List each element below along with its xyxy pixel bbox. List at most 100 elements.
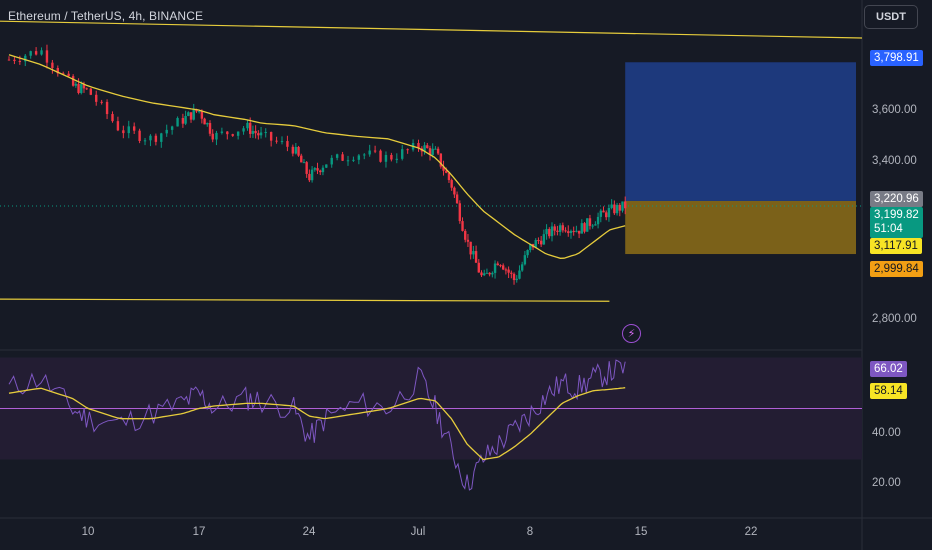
candle-body [231,134,234,136]
candle-body [51,62,54,68]
date-tick: Jul [410,526,426,538]
candle-body [575,230,578,232]
candle-body [558,225,562,232]
candle-body [203,118,206,125]
candle-body [24,55,27,62]
candle-body [319,170,322,173]
candle-body [138,130,141,141]
candle-body [341,154,344,161]
lightning-bolt-icon[interactable]: ⚡ [622,324,641,343]
price-tick: 2,800.00 [872,313,917,325]
candle-body [143,140,147,142]
candle-body [82,84,86,89]
candle-body [537,240,540,242]
candle-body [572,230,575,232]
candle-body [464,230,467,240]
rsi-tick: 40.00 [872,427,901,439]
candle-body [29,51,32,56]
target-price-label: 3,798.91 [870,50,923,66]
candle-body [34,51,38,55]
candle-body [488,272,491,275]
candle-body [77,83,80,93]
candle-body [251,131,255,134]
candle-body [363,154,366,156]
stop-zone [625,200,856,255]
candle-body [474,251,478,263]
candle-body [220,131,224,133]
candle-body [105,101,109,115]
candle-body [379,150,382,162]
candle-body [352,159,355,161]
currency-button[interactable]: USDT [864,5,918,29]
candle-body [472,251,475,255]
candle-body [18,61,22,63]
candle-body [208,123,212,134]
candle-body [197,111,201,113]
last-price-label: 3,199.82 51:04 [870,207,923,238]
candle-body [165,129,168,134]
candle-body [89,88,93,95]
candle-body [548,228,551,237]
candle-body [297,146,300,156]
candle-body [445,170,448,173]
trendline-1 [0,20,863,39]
date-tick: 17 [192,526,206,538]
candle-body [368,150,371,155]
candle-body [512,273,516,281]
candle-body [254,131,257,134]
rsi-line [8,359,626,491]
candle-body [439,153,443,167]
moving-average-line [8,54,626,259]
candle-body [132,126,136,131]
candle-body [496,263,499,266]
candle-body [453,187,456,195]
candle-body [499,265,502,267]
candle-body [442,166,445,171]
candle-body [466,239,470,242]
candle-body [187,112,190,116]
candle-body [373,150,377,152]
candle-body [308,173,311,181]
candle-body [539,240,543,245]
candle-body [269,132,273,141]
candle-body [553,226,556,231]
candle-body [7,59,11,61]
candle-body [280,141,284,143]
candle-body [40,50,43,55]
candle-body [526,250,529,256]
candle-body [455,194,459,204]
candle-body [406,149,409,151]
candle-body [160,133,163,142]
candle-body [564,230,567,232]
candle-body [116,121,120,131]
candle-body [13,59,16,62]
candle-body [316,168,319,171]
candle-body [313,168,317,170]
candle-body [534,240,537,248]
candle-body [127,126,130,134]
candle-body [583,223,586,232]
stop-price-label: 2,999.84 [870,261,923,277]
candle-body [588,218,592,226]
rsi-ma-line [8,387,626,461]
candle-body [605,212,608,218]
date-tick: 10 [81,526,95,538]
last-price-value: 3,199.82 [874,209,919,221]
candle-body [591,225,594,227]
candle-body [518,270,521,279]
candle-body [357,155,361,160]
candle-body [215,132,218,140]
date-tick: 24 [302,526,316,538]
symbol-title: Ethereum / TetherUS, 4h, BINANCE [8,9,204,23]
candle-body [545,228,548,235]
candle-body [607,207,611,218]
candle-body [300,155,303,163]
candle-body [469,241,472,255]
candle-body [390,154,393,160]
candle-body [226,131,229,135]
price-tick: 3,600.00 [872,104,917,116]
date-tick: 15 [634,526,648,538]
candle-body [80,84,83,93]
candle-body [249,122,252,134]
